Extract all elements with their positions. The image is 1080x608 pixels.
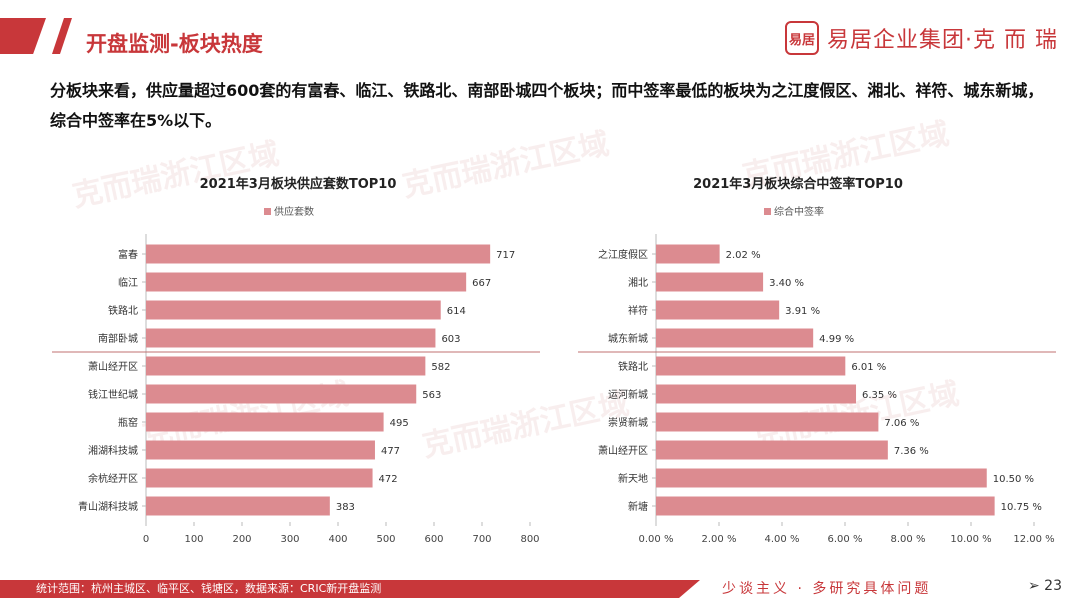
legend-label: 供应套数 <box>274 205 314 218</box>
brand-logo: 易居 <box>785 21 820 55</box>
category-label: 萧山经开区 <box>598 444 648 457</box>
data-label: 10.75 % <box>1001 502 1042 513</box>
data-label: 7.06 % <box>884 418 919 429</box>
data-label: 477 <box>381 446 400 457</box>
x-tick-label: 8.00 % <box>891 534 926 545</box>
category-label: 钱江世纪城 <box>88 388 138 401</box>
category-label: 崇贤新城 <box>608 416 648 429</box>
page-number: ➢ 23 <box>1028 578 1062 594</box>
header-accent-slash <box>52 18 72 54</box>
bar-余杭经开区 <box>146 468 373 488</box>
category-label: 祥符 <box>628 304 648 317</box>
data-label: 717 <box>496 250 515 261</box>
category-label: 余杭经开区 <box>88 472 138 485</box>
bar-富春 <box>146 244 491 264</box>
x-tick-label: 100 <box>184 534 203 545</box>
category-label: 新塘 <box>628 500 648 513</box>
data-label: 383 <box>336 502 355 513</box>
category-label: 富春 <box>118 248 138 261</box>
data-label: 614 <box>447 306 466 317</box>
category-label: 铁路北 <box>108 304 138 317</box>
x-tick-label: 10.00 % <box>950 534 991 545</box>
footer-slogan: 少谈主义 · 多研究具体问题 <box>722 581 932 597</box>
chart-title: 2021年3月板块供应套数TOP10 <box>200 176 397 192</box>
data-label: 667 <box>472 278 491 289</box>
bar-新天地 <box>656 468 987 488</box>
header-accent-stripe <box>0 18 46 54</box>
data-label: 563 <box>422 390 441 401</box>
summary-text: 分板块来看，供应量超过600套的有富春、临江、铁路北、南部卧城四个板块；而中签率… <box>50 81 1044 130</box>
category-label: 城东新城 <box>608 332 648 345</box>
category-label: 临江 <box>118 276 138 289</box>
chart-rate-top10: 2021年3月板块综合中签率TOP10 综合中签率之江度假区 2.02 % 湘北 3.4… <box>540 176 1060 556</box>
legend-swatch <box>264 208 271 215</box>
bar-湘湖科技城 <box>146 440 375 460</box>
legend-label: 综合中签率 <box>774 205 824 218</box>
x-tick-label: 400 <box>328 534 347 545</box>
bar-萧山经开区 <box>656 440 888 460</box>
category-label: 新天地 <box>618 472 648 485</box>
data-label: 4.99 % <box>819 334 854 345</box>
bar-萧山经开区 <box>146 356 426 376</box>
bar-崇贤新城 <box>656 412 879 432</box>
x-tick-label: 800 <box>520 534 539 545</box>
category-label: 湘北 <box>628 276 648 289</box>
bar-湘北 <box>656 272 764 292</box>
bar-青山湖科技城 <box>146 496 330 516</box>
bar-铁路北 <box>656 356 846 376</box>
category-label: 萧山经开区 <box>88 360 138 373</box>
data-label: 10.50 % <box>993 474 1034 485</box>
category-label: 瓶窑 <box>118 416 138 429</box>
bar-南部卧城 <box>146 328 436 348</box>
legend-swatch <box>764 208 771 215</box>
footer-note: 统计范围：杭州主城区、临平区、钱塘区，数据来源：CRIC新开盘监测 <box>36 582 382 595</box>
category-label: 南部卧城 <box>98 332 138 345</box>
bar-祥符 <box>656 300 780 320</box>
x-tick-label: 4.00 % <box>765 534 800 545</box>
data-label: 3.91 % <box>785 306 820 317</box>
bar-铁路北 <box>146 300 441 320</box>
data-label: 3.40 % <box>769 278 804 289</box>
data-label: 603 <box>441 334 460 345</box>
x-tick-label: 12.00 % <box>1013 534 1054 545</box>
bar-运河新城 <box>656 384 857 404</box>
data-label: 6.01 % <box>851 362 886 373</box>
brand-name: 易居企业集团·克 而 瑞 <box>827 28 1058 53</box>
data-label: 7.36 % <box>894 446 929 457</box>
bar-城东新城 <box>656 328 814 348</box>
data-label: 495 <box>390 418 409 429</box>
data-label: 6.35 % <box>862 390 897 401</box>
x-tick-label: 2.00 % <box>702 534 737 545</box>
x-tick-label: 6.00 % <box>828 534 863 545</box>
bar-新塘 <box>656 496 995 516</box>
page-title: 开盘监测-板块热度 <box>86 32 263 56</box>
brand: 易居 易居企业集团·克 而 瑞 <box>785 20 1058 56</box>
category-label: 之江度假区 <box>598 248 648 261</box>
footer-bar <box>0 580 700 598</box>
category-label: 运河新城 <box>608 388 648 401</box>
bar-临江 <box>146 272 467 292</box>
x-tick-label: 600 <box>424 534 443 545</box>
data-label: 472 <box>379 474 398 485</box>
bar-钱江世纪城 <box>146 384 417 404</box>
chart-title: 2021年3月板块综合中签率TOP10 <box>693 176 903 192</box>
bar-之江度假区 <box>656 244 720 264</box>
x-tick-label: 0 <box>143 534 149 545</box>
chart-supply-top10: 2021年3月板块供应套数TOP10 供应套数富春 717 临江 667 铁路北 614 南部… <box>20 176 540 556</box>
category-label: 青山湖科技城 <box>78 500 138 513</box>
category-label: 湘湖科技城 <box>88 444 138 457</box>
x-tick-label: 500 <box>376 534 395 545</box>
data-label: 582 <box>431 362 450 373</box>
x-tick-label: 700 <box>472 534 491 545</box>
x-tick-label: 0.00 % <box>639 534 674 545</box>
category-label: 铁路北 <box>618 360 648 373</box>
x-tick-label: 300 <box>280 534 299 545</box>
x-tick-label: 200 <box>232 534 251 545</box>
data-label: 2.02 % <box>726 250 761 261</box>
bar-瓶窑 <box>146 412 384 432</box>
